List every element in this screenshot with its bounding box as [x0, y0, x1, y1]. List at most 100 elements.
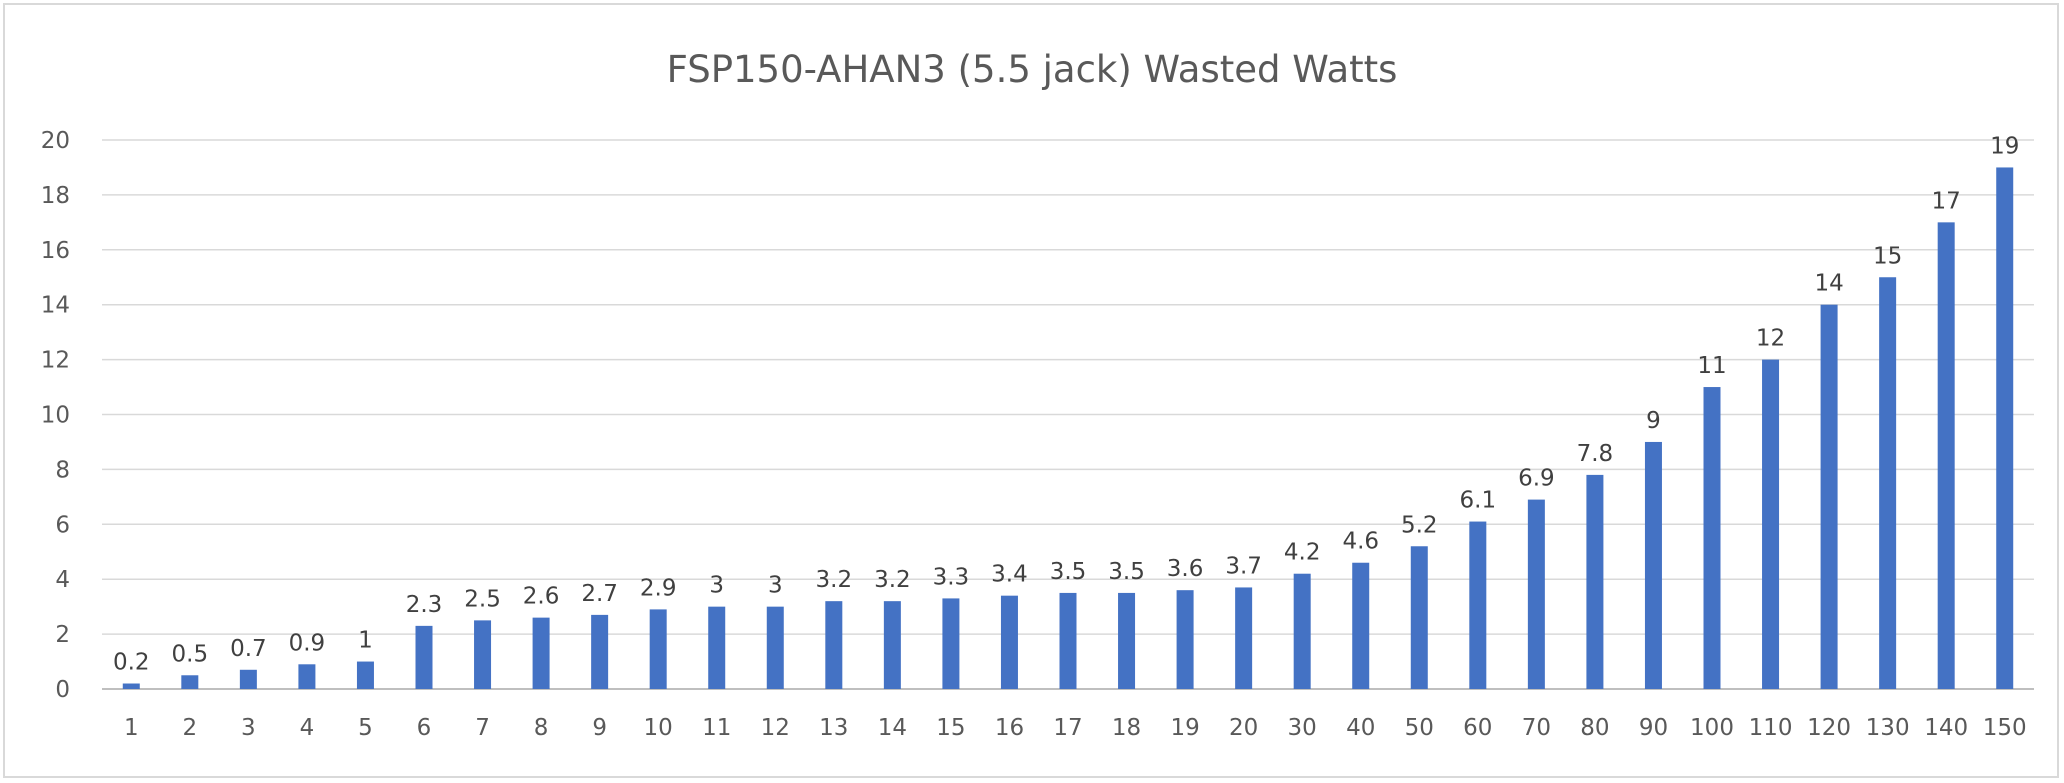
bar — [298, 664, 316, 689]
x-tick-label: 3 — [241, 715, 256, 741]
bar — [1059, 592, 1077, 689]
data-label: 5.2 — [1401, 512, 1438, 538]
data-label: 3.4 — [991, 562, 1028, 588]
y-axis-ticks: 0 2 4 6 8 10 12 14 16 18 20 — [41, 128, 70, 703]
bar — [1235, 587, 1253, 689]
x-tick-label: 12 — [761, 715, 790, 741]
x-tick-label: 110 — [1749, 715, 1793, 741]
bar — [1937, 222, 1955, 689]
data-label: 2.3 — [406, 592, 443, 618]
x-tick-label: 130 — [1866, 715, 1910, 741]
x-tick-label: 14 — [878, 715, 907, 741]
chart-title: FSP150-AHAN3 (5.5 jack) Wasted Watts — [667, 48, 1398, 91]
bar — [532, 617, 550, 689]
bar — [883, 601, 901, 689]
data-label: 3.3 — [933, 564, 970, 590]
x-tick-label: 70 — [1522, 715, 1551, 741]
bar-series — [122, 167, 2014, 689]
data-label: 3.7 — [1225, 553, 1262, 579]
data-label: 3.2 — [816, 567, 853, 593]
bar — [356, 661, 374, 689]
bar — [239, 669, 257, 689]
data-label: 12 — [1756, 326, 1785, 352]
y-tick-label: 18 — [41, 183, 70, 209]
bar — [1000, 595, 1018, 689]
bar — [474, 620, 492, 689]
y-tick-label: 14 — [41, 293, 70, 319]
x-tick-label: 150 — [1983, 715, 2027, 741]
y-tick-label: 10 — [41, 403, 70, 429]
data-label: 0.9 — [289, 630, 326, 656]
bar — [766, 606, 784, 689]
bar — [591, 614, 609, 689]
x-tick-label: 140 — [1924, 715, 1968, 741]
x-tick-label: 100 — [1690, 715, 1734, 741]
bar — [942, 598, 960, 689]
bar — [825, 601, 843, 689]
data-label: 6.1 — [1460, 488, 1497, 514]
x-tick-label: 120 — [1807, 715, 1851, 741]
x-tick-label: 1 — [124, 715, 139, 741]
bar — [1293, 573, 1311, 689]
data-label: 3.5 — [1050, 559, 1087, 585]
bar — [1118, 592, 1136, 689]
data-label: 17 — [1932, 188, 1961, 214]
data-labels: 0.2 0.5 0.7 0.9 1 2.3 2.5 2.6 2.7 2.9 3 3 3.2 3.2 3.3 3… — [113, 133, 2019, 675]
x-tick-label: 13 — [819, 715, 848, 741]
bar — [181, 675, 199, 689]
x-tick-label: 30 — [1288, 715, 1317, 741]
bar — [1996, 167, 2014, 689]
data-label: 3.2 — [874, 567, 911, 593]
x-tick-label: 15 — [936, 715, 965, 741]
data-label: 0.5 — [172, 641, 209, 667]
y-tick-label: 20 — [41, 128, 70, 154]
data-label: 15 — [1873, 243, 1902, 269]
x-tick-label: 18 — [1112, 715, 1141, 741]
x-tick-label: 10 — [644, 715, 673, 741]
y-tick-label: 12 — [41, 348, 70, 374]
data-label: 6.9 — [1518, 466, 1555, 492]
x-tick-label: 90 — [1639, 715, 1668, 741]
x-tick-label: 40 — [1346, 715, 1375, 741]
bar — [415, 625, 433, 689]
data-label: 3 — [709, 573, 724, 599]
x-tick-label: 2 — [182, 715, 197, 741]
bar — [1352, 562, 1370, 689]
bar — [1176, 590, 1194, 689]
x-tick-label: 60 — [1463, 715, 1492, 741]
y-tick-label: 8 — [55, 457, 70, 483]
data-label: 4.2 — [1284, 540, 1321, 566]
data-label: 14 — [1814, 271, 1843, 297]
data-label: 0.2 — [113, 650, 150, 676]
data-label: 19 — [1990, 133, 2019, 159]
x-tick-label: 50 — [1405, 715, 1434, 741]
y-tick-label: 2 — [55, 622, 70, 648]
x-tick-label: 5 — [358, 715, 373, 741]
x-tick-label: 11 — [702, 715, 731, 741]
x-tick-label: 4 — [300, 715, 315, 741]
x-tick-label: 8 — [534, 715, 549, 741]
bar — [1527, 499, 1545, 689]
x-axis-ticks: 1 2 3 4 5 6 7 8 9 10 11 12 13 14 15 16 17 18 19 20 30 40 50 60 7… — [124, 715, 2027, 741]
bar — [1820, 304, 1838, 689]
data-label: 2.7 — [581, 581, 618, 607]
data-label: 2.6 — [523, 584, 560, 610]
data-label: 0.7 — [230, 636, 267, 662]
data-label: 2.5 — [464, 586, 501, 612]
data-label: 11 — [1697, 353, 1726, 379]
y-tick-label: 6 — [55, 512, 70, 538]
data-label: 3.5 — [1108, 559, 1145, 585]
y-tick-label: 4 — [55, 567, 70, 593]
y-tick-label: 16 — [41, 238, 70, 264]
bar — [122, 683, 140, 689]
bar — [649, 609, 667, 689]
bar — [1586, 474, 1604, 689]
bar — [708, 606, 726, 689]
bar — [1469, 521, 1487, 689]
x-tick-label: 20 — [1229, 715, 1258, 741]
data-label: 3.6 — [1167, 556, 1204, 582]
data-label: 3 — [768, 573, 783, 599]
data-label: 4.6 — [1342, 529, 1379, 555]
x-tick-label: 16 — [995, 715, 1024, 741]
